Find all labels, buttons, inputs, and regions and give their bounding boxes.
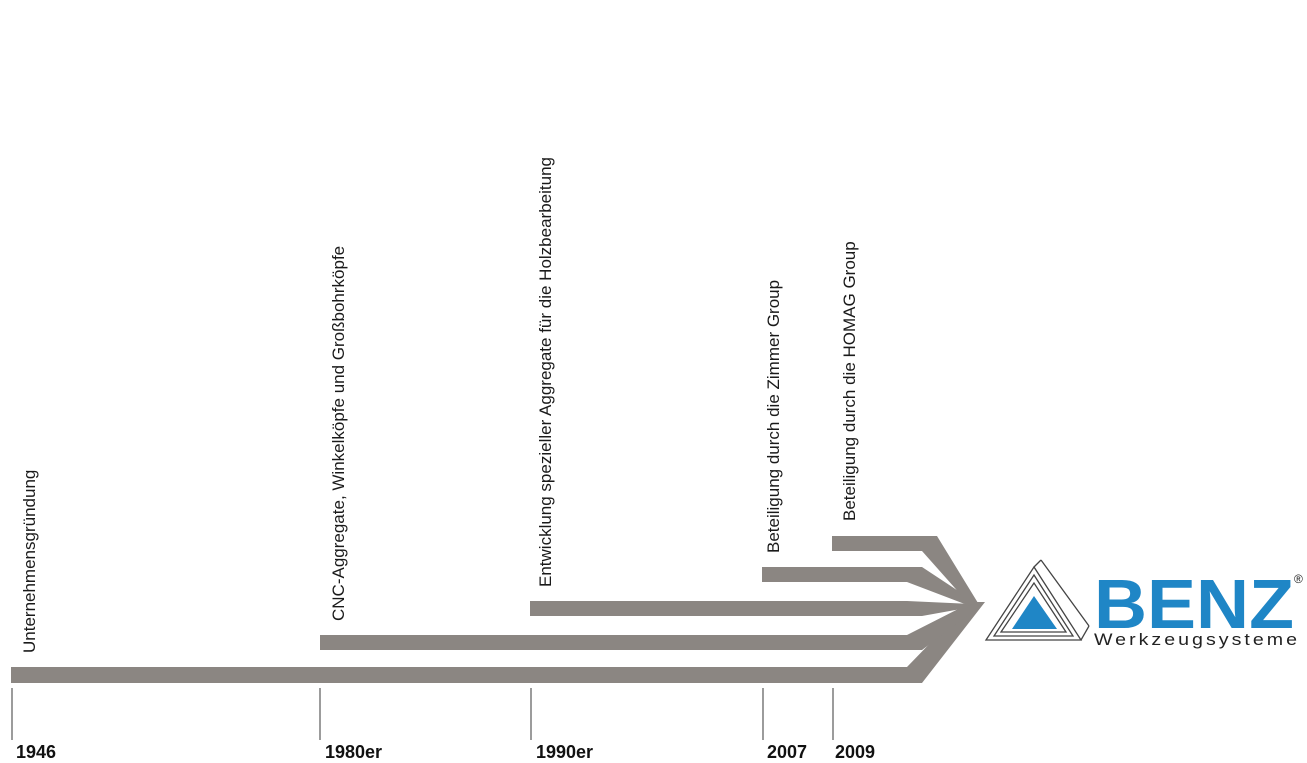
benz-logo: BENZ ® Werkzeugsysteme: [984, 559, 1303, 649]
year-label-1946: 1946: [16, 742, 56, 762]
year-label-1990er: 1990er: [536, 742, 593, 762]
milestone-labels: Unternehmensgründung CNC-Aggregate, Wink…: [20, 157, 859, 653]
band-2009: [832, 536, 978, 605]
year-labels: 1946 1980er 1990er 2007 2009: [16, 742, 875, 762]
year-ticks: [11, 688, 834, 740]
year-label-2009: 2009: [835, 742, 875, 762]
milestone-label-1946: Unternehmensgründung: [20, 470, 39, 653]
year-label-1980er: 1980er: [325, 742, 382, 762]
band-1990er: [530, 601, 972, 616]
triangle-logo-icon: [984, 559, 1090, 641]
milestone-label-1990er: Entwicklung spezieller Aggregate für die…: [536, 157, 555, 587]
brand-wordmark: BENZ: [1094, 565, 1294, 643]
triangle-logo-fill: [1012, 596, 1057, 629]
milestone-label-2007: Beteiligung durch die Zimmer Group: [764, 280, 783, 553]
milestone-label-2009: Beteiligung durch die HOMAG Group: [840, 241, 859, 521]
registered-mark: ®: [1294, 572, 1303, 586]
milestone-label-1980er: CNC-Aggregate, Winkelköpfe und Großbohrk…: [329, 246, 348, 621]
band-2007: [762, 567, 975, 606]
brand-subtitle: Werkzeugsysteme: [1094, 630, 1300, 649]
band-1980er: [320, 603, 980, 650]
year-label-2007: 2007: [767, 742, 807, 762]
timeline-bands: [11, 536, 985, 683]
band-1946: [11, 602, 985, 683]
